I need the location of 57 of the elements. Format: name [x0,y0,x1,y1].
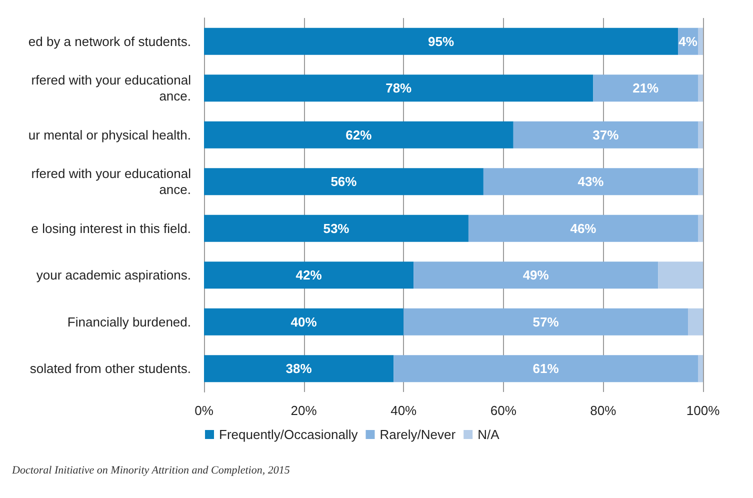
bar [658,262,703,289]
data-label: 21% [632,80,660,96]
data-label: 38% [286,361,312,376]
data-label: 53% [323,220,350,236]
data-label: 56% [330,174,358,190]
bar [204,214,468,242]
y-tick-label: e losing interest in this field. [31,220,191,236]
y-tick-label: your academic aspirations. [32,268,191,283]
x-tick-label: 100% [686,403,720,418]
bar [204,308,404,336]
data-label: 95% [428,34,454,49]
y-tick-label: ur mental or physical health. [28,127,191,142]
x-tick-label: 0% [194,403,214,418]
legend-label: Frequently/Occasionally [219,427,358,442]
data-label: 62% [346,127,372,142]
x-tick-label: 40% [390,403,418,418]
bar [698,121,703,148]
y-tick-label: rfered with your educational ance. [31,72,192,104]
data-label: 42% [296,268,322,283]
data-label: 37% [592,127,620,142]
bar [698,214,703,242]
y-tick-label: Financially burdened. [67,314,191,330]
bar [483,168,698,196]
x-tick-label: 20% [290,403,318,418]
bar [513,121,698,148]
data-label: 49% [522,268,550,283]
y-tick-label: solated from other students. [30,361,191,376]
bar [394,355,698,382]
bar [698,74,703,102]
legend-label: Rarely/Never [380,427,456,442]
bar [698,355,703,382]
bar [204,168,484,196]
bar [698,168,703,196]
y-tick-label: rfered with your educational ance. [31,166,192,198]
bar [688,308,703,336]
bar [404,308,688,336]
x-tick-label: 80% [590,403,617,418]
data-label: 46% [570,220,597,236]
bar [204,74,594,102]
bar [204,121,514,148]
data-label: 61% [532,361,560,376]
data-label: 43% [578,174,604,190]
data-label: 78% [386,80,412,96]
data-label: 4% [678,34,698,49]
data-label: 57% [532,314,560,330]
legend-label: N/A [478,427,500,442]
bar [468,214,698,242]
bar [204,28,678,55]
bar [204,355,394,382]
bar [204,262,414,289]
data-label: 40% [290,314,318,330]
text: Doctoral Initiative on Minority Attrition and Completion, 2015 [11,464,290,476]
y-tick-label: ed by a network of students. [28,34,191,49]
bar [593,74,698,102]
bar [698,28,703,55]
x-tick-label: 60% [490,403,517,418]
bar [414,262,658,289]
